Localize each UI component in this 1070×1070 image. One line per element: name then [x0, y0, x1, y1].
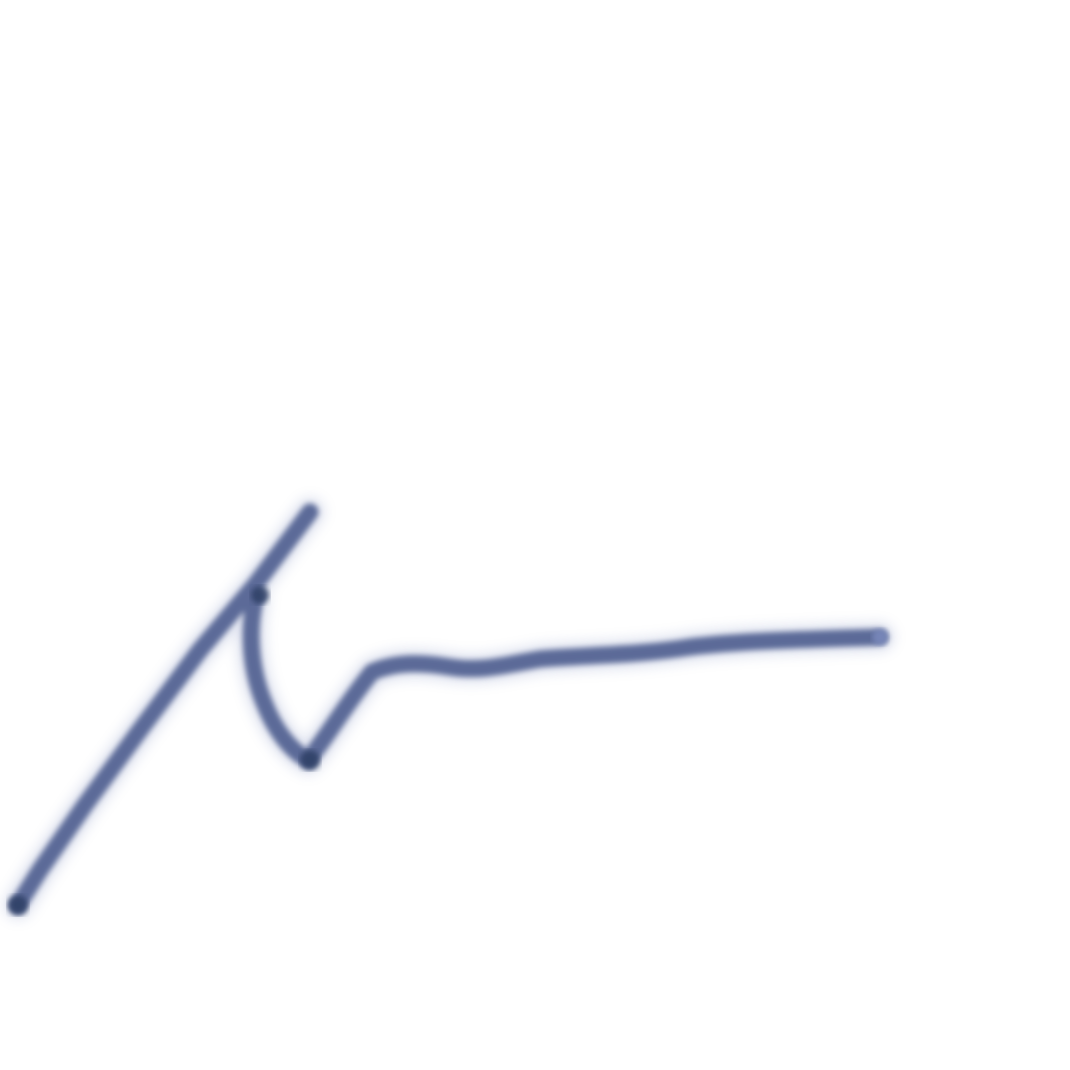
signature-stroke-group [3, 497, 895, 920]
signature-junction-dot [251, 586, 269, 604]
signature-stroke [9, 503, 889, 914]
signature-valley-dot [300, 750, 320, 770]
signature-start-dot [8, 895, 28, 915]
signature-end-dot [872, 629, 888, 645]
